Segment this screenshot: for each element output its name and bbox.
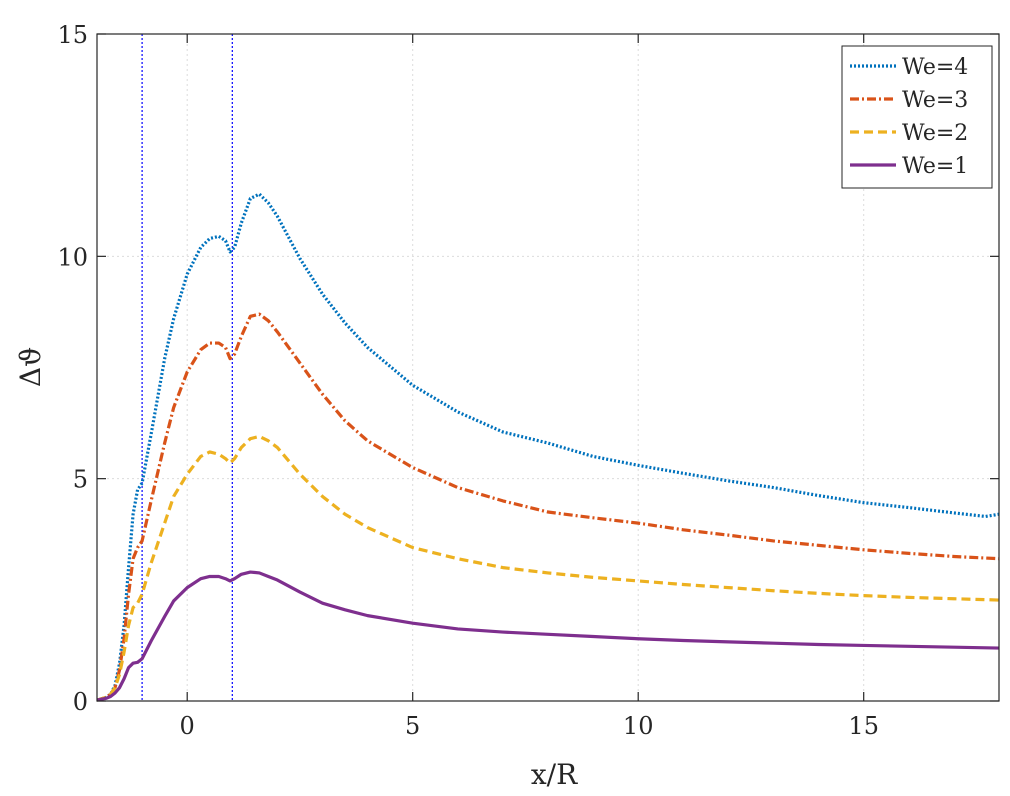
legend-label: We=1 bbox=[902, 154, 968, 179]
reference-lines-layer bbox=[141, 34, 233, 701]
series-line bbox=[96, 192, 1000, 702]
y-tick-label: 15 bbox=[57, 21, 88, 49]
legend-label: We=4 bbox=[902, 55, 968, 80]
legend-label: We=3 bbox=[902, 88, 968, 113]
tick-labels-layer: 0 5 10 15 0 5 10 15 bbox=[57, 21, 879, 740]
y-tick-label: 5 bbox=[73, 466, 88, 494]
y-tick-label: 0 bbox=[73, 688, 88, 716]
axes-box bbox=[96, 33, 1000, 702]
series-line bbox=[96, 312, 1000, 702]
legend-label: We=2 bbox=[902, 121, 968, 146]
series-layer bbox=[96, 192, 1000, 702]
x-tick-label: 10 bbox=[623, 712, 654, 740]
x-tick-label: 0 bbox=[180, 712, 195, 740]
series-line bbox=[96, 570, 1000, 702]
y-tick-label: 10 bbox=[57, 243, 88, 271]
legend: We=4 We=3 We=2 We=1 bbox=[841, 45, 993, 189]
series-line bbox=[96, 434, 1000, 702]
x-tick-label: 5 bbox=[405, 712, 420, 740]
y-axis-label: Δϑ bbox=[14, 347, 47, 387]
x-axis-label: x/R bbox=[531, 758, 578, 791]
axes-layer bbox=[96, 33, 1000, 702]
x-tick-label: 15 bbox=[848, 712, 879, 740]
